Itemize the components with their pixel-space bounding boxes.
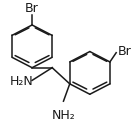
Text: H₂N: H₂N bbox=[10, 75, 34, 88]
Text: Br: Br bbox=[25, 2, 39, 15]
Text: Br: Br bbox=[117, 45, 131, 58]
Text: NH₂: NH₂ bbox=[52, 109, 75, 122]
